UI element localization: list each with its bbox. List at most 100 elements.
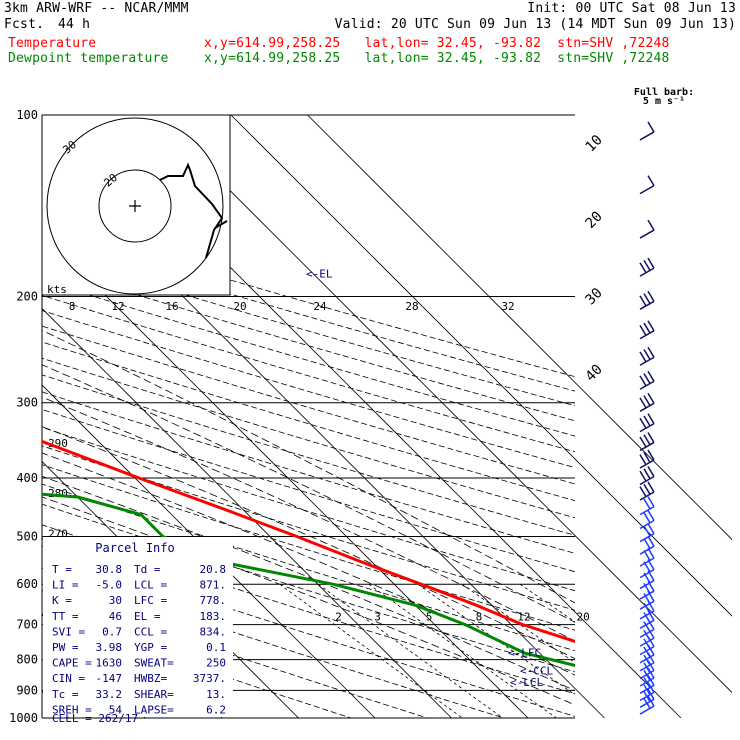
parcel-key: HWBZ= (134, 672, 167, 685)
wind-barb-key: Full barb: 5 m s⁻¹ (634, 87, 694, 107)
wind-barb-flag-icon (647, 175, 655, 186)
sounding-line (42, 439, 575, 644)
wind-barb-flag-icon (643, 697, 651, 709)
parcel-value: 1630 (96, 657, 123, 670)
level-marker: <-LCL (510, 676, 543, 689)
parcel-value: 46 (109, 610, 122, 623)
wind-barb-flag-icon (639, 351, 647, 363)
parcel-info-background (43, 537, 233, 717)
wind-barb-flag-icon (647, 257, 655, 269)
wind-barb-flag-icon (647, 392, 655, 404)
wind-barb-flag-icon (643, 512, 651, 524)
pressure-label: 100 (16, 108, 38, 122)
parcel-info-title: Parcel Info (95, 541, 174, 555)
isotherm-label: 10 (583, 132, 606, 155)
hodograph-ring-outer (46, 117, 224, 295)
wind-barb-icon (639, 184, 655, 195)
wind-barb-icon (639, 491, 655, 501)
parcel-value: 30 (109, 594, 122, 607)
forecast-label: Fcst. (4, 17, 45, 32)
wind-barb-flag-icon (643, 415, 651, 427)
wind-barb-flag-icon (647, 636, 655, 647)
pressure-label: 1000 (9, 711, 38, 725)
wind-barb-icon (639, 519, 655, 530)
wind-barb-flag-icon (647, 481, 655, 493)
hodograph-speed-label: 24 (313, 300, 327, 313)
mixing-ratio-label: 2 (335, 611, 342, 624)
dry-adiabat (42, 483, 575, 652)
parcel-key: T = (52, 563, 72, 576)
parcel-key: LI = (52, 579, 79, 592)
wind-barb-flag-icon (647, 600, 655, 612)
wind-barb-flag-icon (647, 496, 655, 508)
wind-barb-icon (639, 628, 655, 639)
dry-adiabat (42, 408, 575, 573)
parcel-value: 0.7 (102, 625, 122, 638)
dry-adiabat (42, 294, 575, 453)
wind-barb-flag-icon (647, 547, 655, 559)
wind-barb-flag-icon (647, 523, 655, 535)
wind-barb-flag-icon (643, 662, 651, 674)
mixing-ratio-label: 8 (476, 611, 483, 624)
wind-barb-flag-icon (639, 375, 647, 387)
pressure-label: 700 (16, 618, 38, 632)
temperature-location: x,y=614.99,258.25 lat,lon= 32.45, -93.82… (204, 36, 670, 51)
wind-barb-flag-icon (647, 219, 655, 231)
wind-barb-flag-icon (647, 609, 655, 621)
wind-barb-flag-icon (643, 550, 651, 561)
wind-barb-flag-icon (647, 320, 655, 332)
parcel-cell: CELL = 262/17 (52, 712, 138, 725)
parcel-value: 250 (206, 657, 226, 670)
wind-barb-flag-icon (647, 667, 655, 679)
pressure-label: 800 (16, 653, 38, 667)
hodograph-storm-motion-icon (214, 220, 228, 229)
sounding-line (42, 492, 575, 667)
parcel-key: SVI = (52, 625, 85, 638)
isotherm-line (42, 231, 529, 718)
dry-adiabats (42, 223, 575, 718)
wind-barb-flag-icon (647, 695, 655, 707)
wind-barb-icon (639, 600, 655, 610)
wind-barb-flag-icon (647, 660, 655, 671)
dry-adiabat (42, 325, 575, 485)
isotherm-line (42, 384, 376, 718)
wind-barb-flag-icon (639, 436, 647, 448)
wind-barb-flag-icon (643, 293, 651, 304)
barb-key-title: Full barb: (634, 87, 694, 98)
parcel-key: PW = (52, 641, 79, 654)
parcel-info-panel: Parcel Info T = 30.8 Td = 20.8 LI = -5.0 LCL =… (43, 537, 233, 725)
wind-barbs (639, 121, 655, 715)
wind-barb-icon (639, 579, 655, 590)
wind-barb-flag-icon (643, 684, 651, 696)
wind-barb-icon (639, 300, 655, 310)
wind-barb-icon (639, 356, 655, 366)
wind-barb-flag-icon (639, 397, 647, 409)
wind-barb-icon (639, 533, 655, 543)
parcel-value: 54 (109, 703, 123, 716)
sounding-traces (42, 439, 575, 667)
parcel-value: 33.2 (96, 688, 123, 701)
wind-barb-flag-icon (639, 454, 647, 466)
wind-barb-flag-icon (647, 449, 655, 461)
parcel-value: 13. (206, 688, 226, 701)
wind-barb-icon (639, 422, 655, 433)
parcel-info-rows: T = 30.8 Td = 20.8 LI = -5.0 LCL = 871. K = 30 LFC… (52, 563, 226, 716)
wind-barb-icon (639, 459, 655, 469)
hodograph-ring-inner (98, 169, 172, 243)
level-marker: <-EL (306, 267, 333, 280)
dry-adiabat (42, 223, 575, 378)
parcel-value: -147 (96, 672, 123, 685)
pressure-label: 500 (16, 529, 38, 543)
dewpoint-location: x,y=614.99,258.25 lat,lon= 32.45, -93.82… (204, 51, 670, 66)
wind-barb-flag-icon (647, 466, 655, 477)
wind-barb-icon (639, 645, 655, 656)
pressure-label: 300 (16, 396, 38, 410)
wind-barb-flag-icon (643, 451, 651, 463)
parcel-key: SWEAT= (134, 657, 174, 670)
parcel-value: 0.1 (206, 641, 226, 654)
wind-barb-icon (639, 557, 655, 567)
model-title: 3km ARW-WRF -- NCAR/MMM (4, 1, 189, 16)
hodograph-speed-label: 16 (165, 300, 178, 313)
forecast-hours: 44 h (58, 17, 91, 32)
wind-barb-flag-icon (643, 498, 651, 510)
